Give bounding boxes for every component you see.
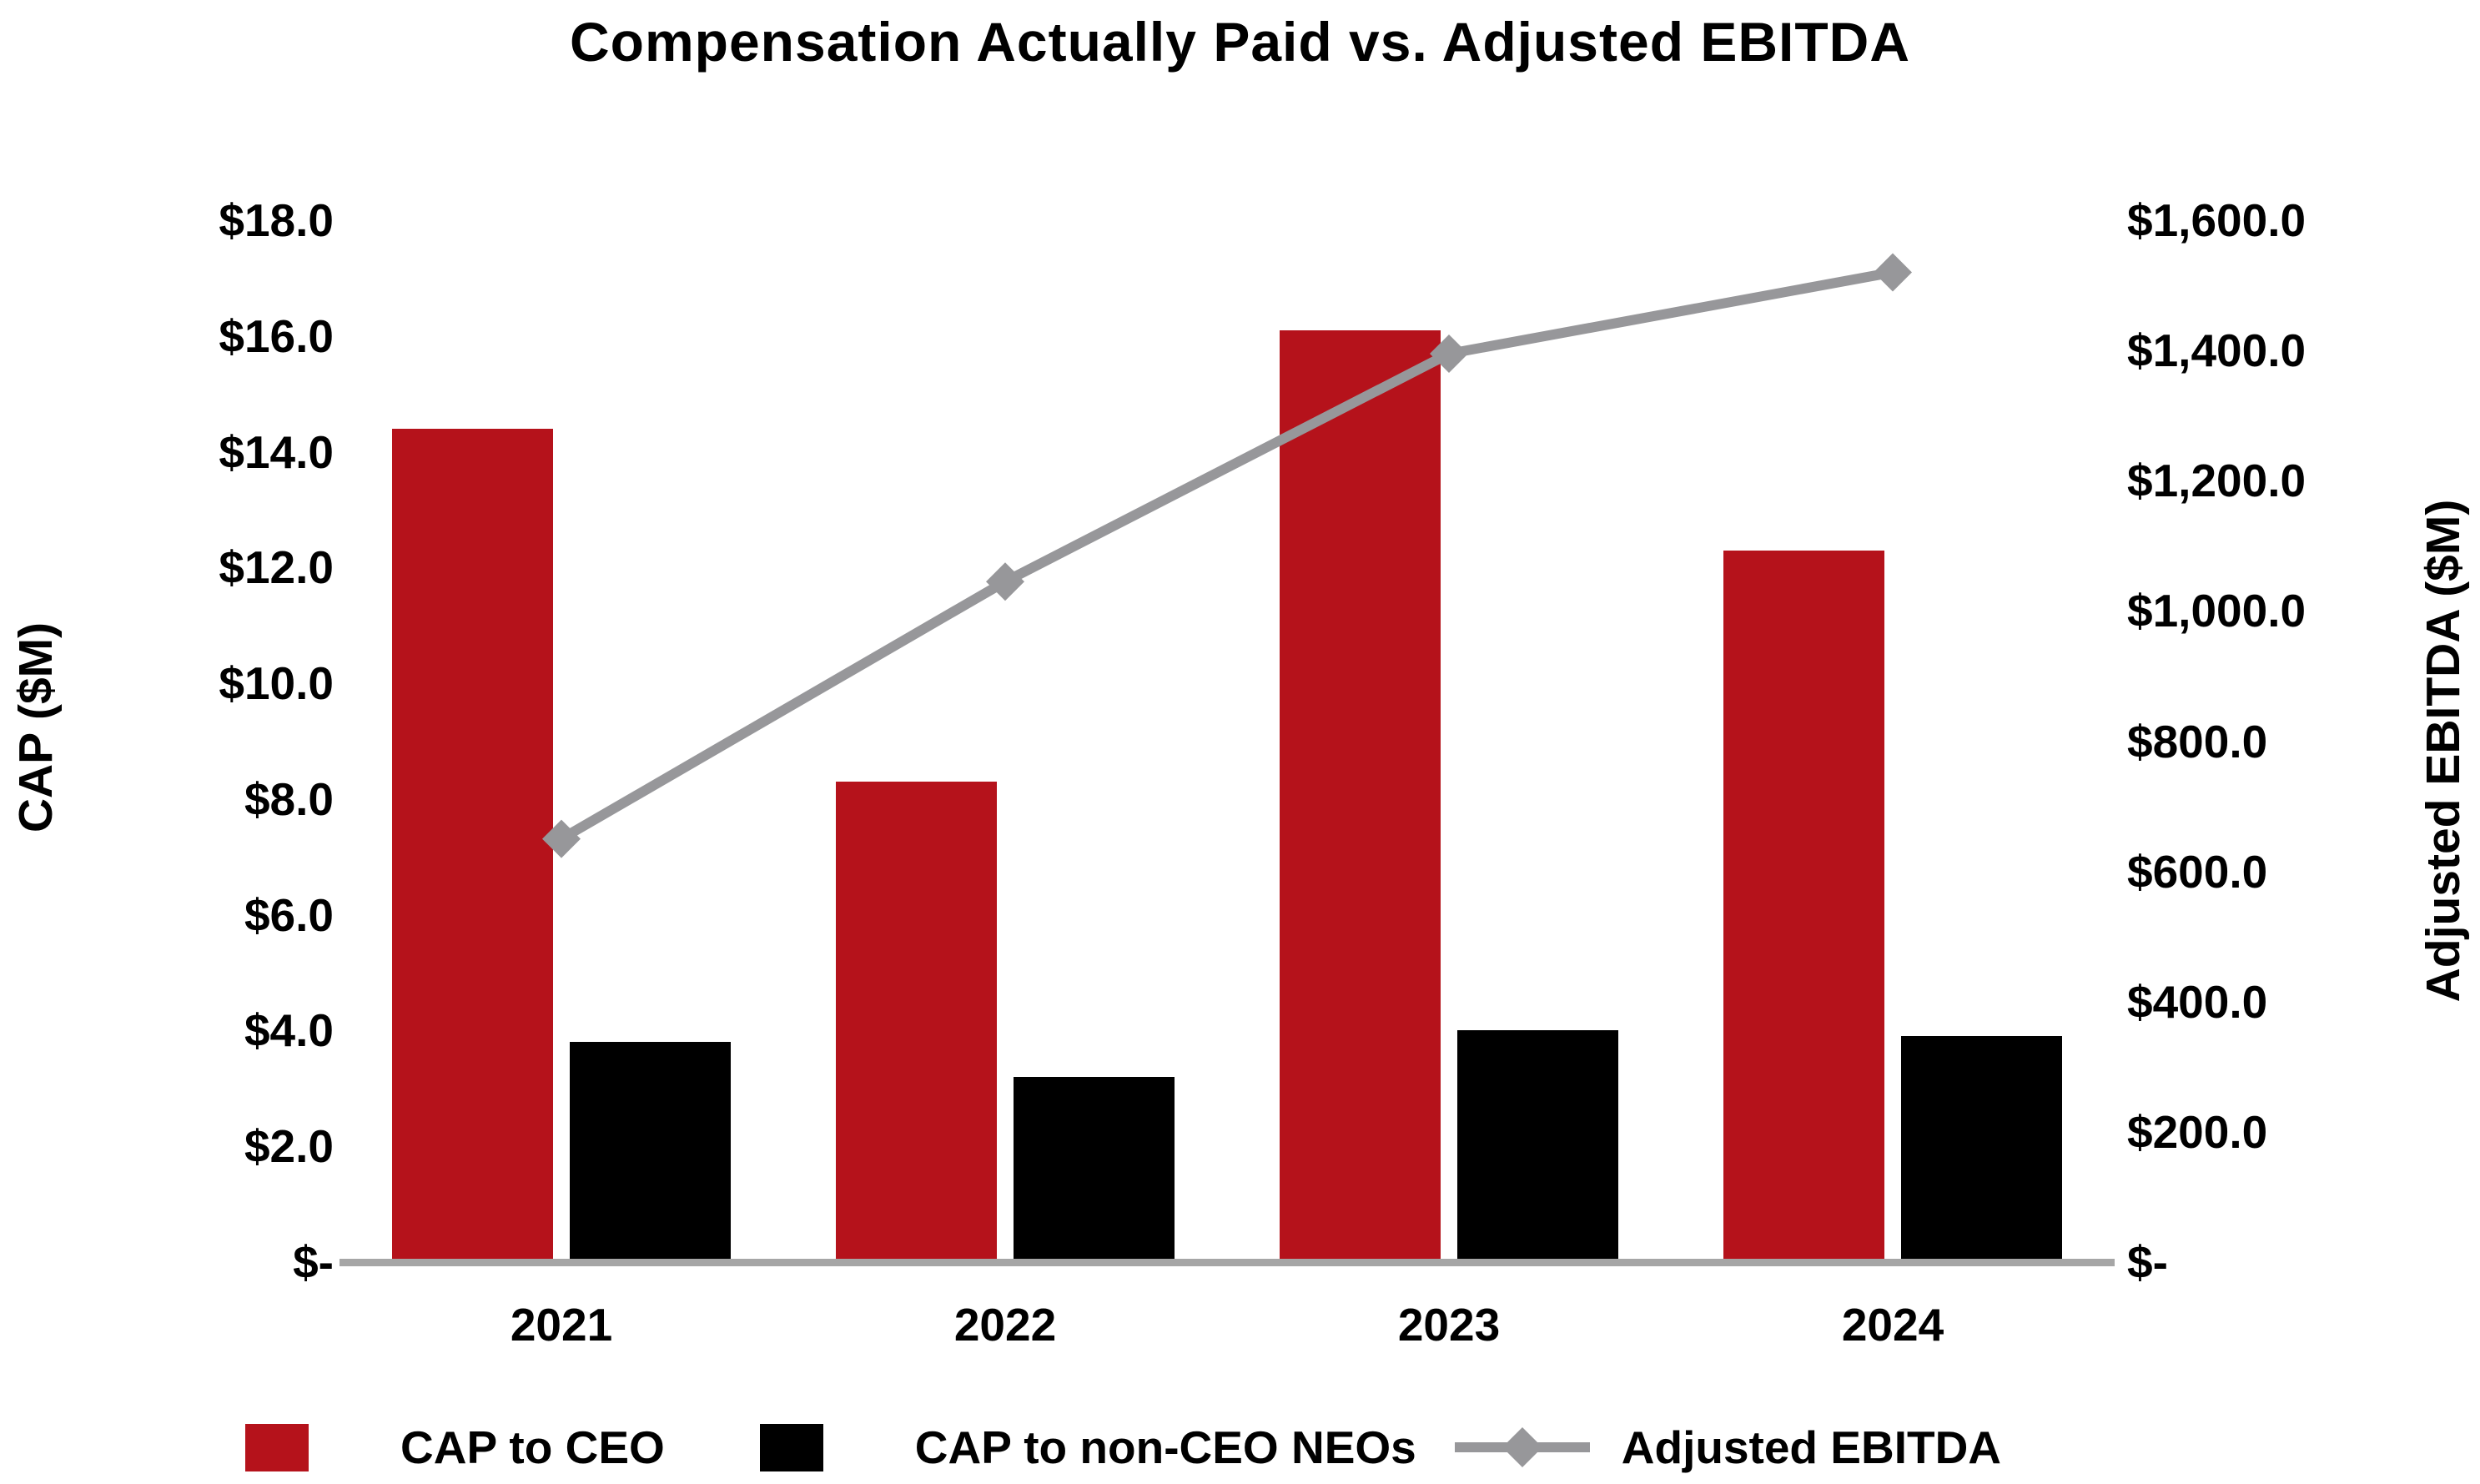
bar-cap-to-ceo-2024 bbox=[1723, 550, 1884, 1262]
left-axis-tick-label: $4.0 bbox=[244, 1004, 334, 1057]
bar-cap-to-non-ceo-neos-2022 bbox=[1014, 1076, 1175, 1262]
legend-label-cap-to-non-ceo-neos: CAP to non-CEO NEOs bbox=[914, 1421, 1416, 1473]
bar-cap-to-ceo-2023 bbox=[1280, 329, 1441, 1262]
legend-swatch-cap-to-non-ceo-neos bbox=[759, 1423, 823, 1471]
bar-cap-to-non-ceo-neos-2021 bbox=[570, 1042, 731, 1262]
legend-item-adjusted-ebitda: Adjusted EBITDA bbox=[1454, 1421, 2002, 1474]
right-axis-tick-label: $1,000.0 bbox=[2127, 585, 2306, 637]
plot-area bbox=[340, 220, 2115, 1262]
left-axis-tick-label: $10.0 bbox=[219, 657, 334, 710]
x-category-label-2022: 2022 bbox=[953, 1299, 1057, 1351]
right-axis-tick-label: $1,600.0 bbox=[2127, 194, 2306, 246]
legend-item-cap-to-ceo: CAP to CEO bbox=[245, 1421, 665, 1474]
legend-label-cap-to-ceo: CAP to CEO bbox=[400, 1421, 665, 1473]
left-axis-tick-label: $12.0 bbox=[219, 541, 334, 594]
right-axis-tick-label: $- bbox=[2127, 1236, 2168, 1288]
adjusted-ebitda-line bbox=[558, 267, 1894, 843]
x-category-label-2024: 2024 bbox=[1841, 1299, 1944, 1351]
bar-cap-to-non-ceo-neos-2024 bbox=[1901, 1036, 2062, 1262]
right-axis-tick-label: $800.0 bbox=[2127, 715, 2268, 767]
diamond-marker-2024 bbox=[1874, 253, 1912, 292]
left-axis-tick-label: $14.0 bbox=[219, 425, 334, 478]
legend-line-marker bbox=[1454, 1426, 1590, 1468]
chart-title: Compensation Actually Paid vs. Adjusted … bbox=[569, 11, 1911, 73]
x-category-label-2023: 2023 bbox=[1397, 1299, 1501, 1351]
legend-diamond-icon bbox=[1502, 1426, 1542, 1468]
right-axis-tick-label: $200.0 bbox=[2127, 1105, 2268, 1158]
right-axis-title: Adjusted EBITDA ($M) bbox=[2417, 499, 2470, 1003]
left-axis-tick-label: $16.0 bbox=[219, 309, 334, 362]
right-axis-tick-label: $400.0 bbox=[2127, 975, 2268, 1028]
line-series-adjusted-ebitda bbox=[542, 253, 1912, 858]
x-category-label-2021: 2021 bbox=[510, 1299, 613, 1351]
left-axis-tick-label: $- bbox=[293, 1236, 334, 1288]
diamond-marker-2022 bbox=[986, 562, 1024, 601]
bar-cap-to-ceo-2021 bbox=[392, 428, 553, 1262]
left-axis-tick-label: $8.0 bbox=[244, 772, 334, 825]
legend-item-cap-to-non-ceo-neos: CAP to non-CEO NEOs bbox=[759, 1421, 1416, 1474]
diamond-marker-2023 bbox=[1430, 335, 1468, 374]
bar-cap-to-non-ceo-neos-2023 bbox=[1457, 1030, 1618, 1262]
left-axis-tick-label: $6.0 bbox=[244, 888, 334, 941]
diamond-marker-2021 bbox=[542, 819, 581, 858]
right-axis-tick-label: $600.0 bbox=[2127, 845, 2268, 898]
legend: CAP to CEO CAP to non-CEO NEOs Adjusted EB… bbox=[245, 1421, 2001, 1474]
left-axis-tick-label: $2.0 bbox=[244, 1120, 334, 1173]
legend-label-adjusted-ebitda: Adjusted EBITDA bbox=[1621, 1421, 2002, 1473]
legend-swatch-cap-to-ceo bbox=[245, 1423, 309, 1471]
bar-cap-to-ceo-2022 bbox=[836, 782, 997, 1262]
left-axis-tick-label: $18.0 bbox=[219, 194, 334, 246]
x-axis-line bbox=[340, 1259, 2115, 1266]
right-axis-tick-label: $1,200.0 bbox=[2127, 455, 2306, 507]
right-axis-tick-label: $1,400.0 bbox=[2127, 324, 2306, 377]
